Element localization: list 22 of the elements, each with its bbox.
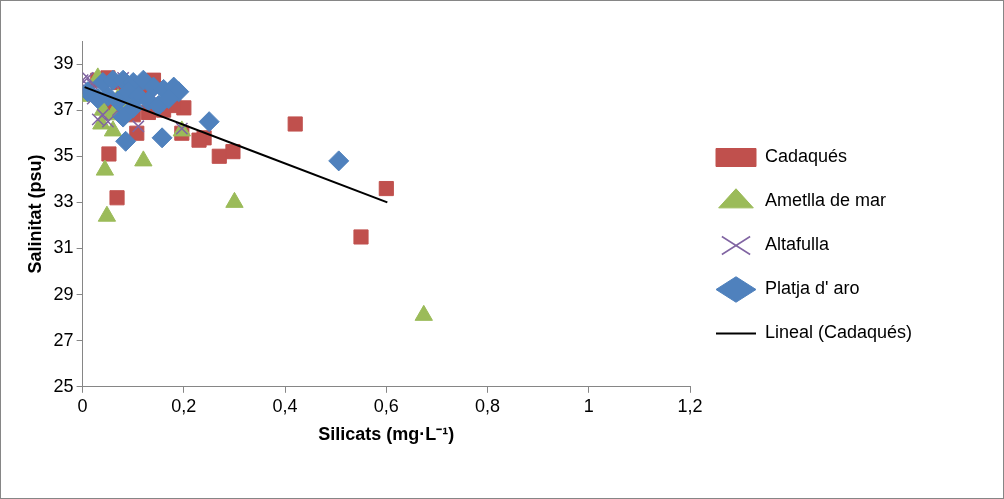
- x-tick-label: 0,8: [475, 395, 501, 416]
- legend-label: Platja d' aro: [765, 278, 860, 299]
- x-axis-title: Silicats (mg·L⁻¹): [318, 424, 455, 445]
- legend-label: Cadaqués: [765, 146, 848, 167]
- x-tick-label: 0,2: [171, 395, 197, 416]
- x-tick-label: 0: [77, 395, 88, 416]
- legend-label: Lineal (Cadaqués): [765, 322, 913, 343]
- legend-label: Ametlla de mar: [765, 190, 887, 211]
- x-tick-label: 0,6: [373, 395, 399, 416]
- x-tick-label: 1: [583, 395, 594, 416]
- legend-label: Altafulla: [765, 234, 831, 255]
- y-tick-label: 31: [53, 237, 74, 258]
- x-tick-label: 0,4: [272, 395, 298, 416]
- y-tick-label: 29: [53, 283, 74, 304]
- y-tick-label: 27: [53, 329, 74, 350]
- y-tick-label: 37: [53, 99, 74, 120]
- y-tick-label: 25: [53, 375, 74, 396]
- y-axis-title: Salinitat (psu): [24, 154, 45, 274]
- y-tick-label: 39: [53, 53, 74, 74]
- y-tick-label: 33: [53, 191, 74, 212]
- y-tick-label: 35: [53, 145, 74, 166]
- x-tick-label: 1,2: [677, 395, 703, 416]
